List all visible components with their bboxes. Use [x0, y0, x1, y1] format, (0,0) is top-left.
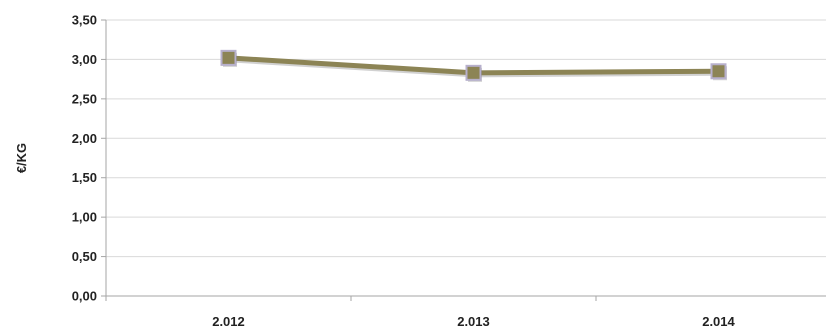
y-axis-tick-label: 0,00	[72, 289, 97, 304]
y-axis-tick-label: 1,50	[72, 170, 97, 185]
gridlines	[101, 19, 826, 297]
axes	[105, 20, 826, 301]
x-axis-tick-label: 2.013	[457, 314, 490, 327]
x-axis-tick-labels: 2.012 2.013 2.014	[212, 314, 735, 329]
y-axis-tick-label: 3,00	[72, 52, 97, 67]
y-axis-tick-labels: 0,00 0,50 1,00 1,50 2,00 2,50 3,00 3,50	[72, 13, 97, 304]
data-point-marker	[710, 63, 727, 80]
y-axis-tick-label: 2,50	[72, 91, 97, 106]
y-axis-tick-label: 0,50	[72, 249, 97, 264]
y-axis-tick-label: 3,50	[72, 13, 97, 28]
series-layer	[220, 49, 727, 82]
data-point-marker	[465, 64, 482, 81]
x-axis-tick-label: 2.012	[212, 314, 245, 327]
data-point-marker	[220, 49, 237, 66]
y-axis-tick-label: 1,00	[72, 210, 97, 225]
x-axis-tick-label: 2.014	[702, 314, 735, 327]
y-axis-title: €/KG	[14, 143, 29, 173]
y-axis-tick-label: 2,00	[72, 131, 97, 146]
